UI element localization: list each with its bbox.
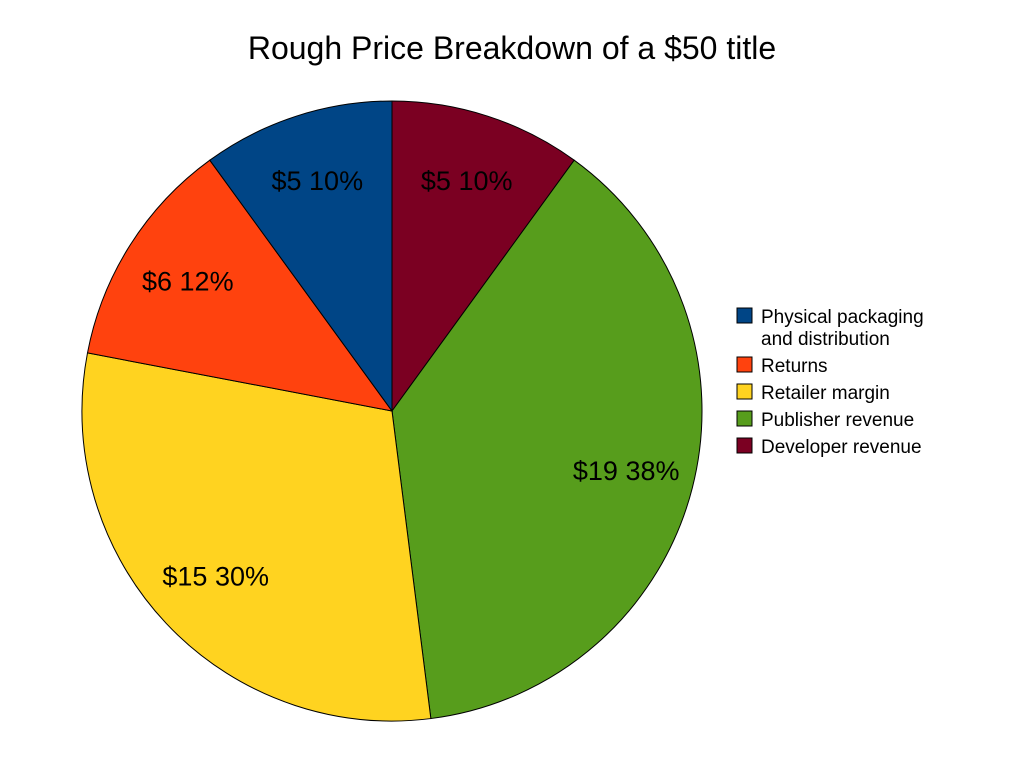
legend-swatch-developer-revenue [736,437,753,454]
legend-label-publisher-revenue: Publisher revenue [761,410,914,431]
legend-swatch-publisher-revenue [736,410,753,427]
slice-label-physical-packaging-and-distribution: $5 10% [272,166,364,196]
legend-label-physical-packaging-and-distribution-line-2: and distribution [761,329,890,350]
slice-label-retailer-margin: $15 30% [162,562,269,592]
slice-labels: $5 10% $19 38% $15 30% $6 12% $5 10% [142,166,679,592]
legend-label-retailer-margin: Retailer margin [761,383,890,404]
legend-label-developer-revenue: Developer revenue [761,437,922,458]
pie-slice-returns [86,159,394,412]
pie-slice-retailer-margin [81,352,432,722]
legend-item-returns: Returns [736,356,828,377]
pie-slice-publisher-revenue [391,159,703,720]
legend-label-returns: Returns [761,356,828,377]
legend-label-physical-packaging-and-distribution-line-1: Physical packaging [761,307,924,328]
pie-slices [81,100,703,722]
legend-swatch-returns [736,356,753,373]
pie-slice-physical-packaging-and-distribution [209,100,393,413]
slice-label-returns: $6 12% [142,266,234,296]
slice-label-publisher-revenue: $19 38% [573,456,680,486]
chart-title: Rough Price Breakdown of a $50 title [248,30,776,66]
legend-swatch-physical-packaging-and-distribution [736,307,753,324]
legend-swatch-retailer-margin [736,383,753,400]
legend-item-publisher-revenue: Publisher revenue [736,410,914,431]
slice-label-developer-revenue: $5 10% [421,166,513,196]
pie-slice-developer-revenue [391,100,575,413]
legend-item-retailer-margin: Retailer margin [736,383,890,404]
legend-item-developer-revenue: Developer revenue [736,437,922,458]
